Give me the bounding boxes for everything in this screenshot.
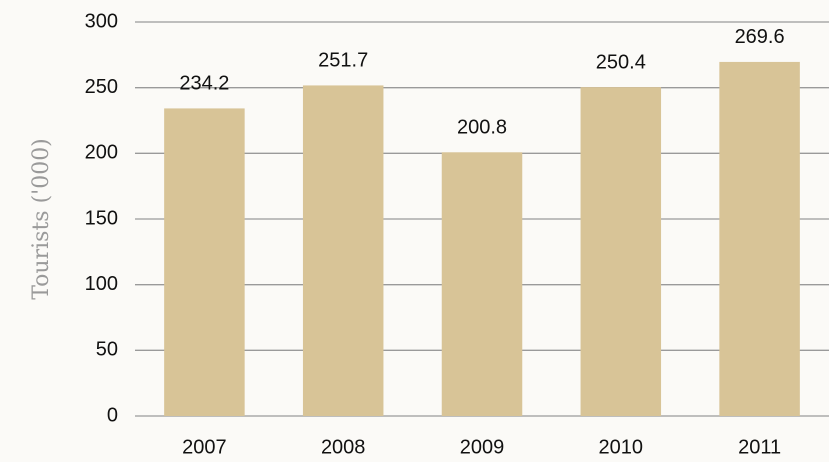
data-label: 251.7 [318,50,368,72]
y-tick-label: 300 [85,10,118,32]
bar [302,85,384,417]
data-label: 250.4 [596,51,646,73]
y-tick-label: 50 [96,339,118,361]
y-axis-label: Tourists ('000) [29,138,54,300]
y-tick-label: 150 [85,207,118,229]
data-label: 269.6 [735,26,785,48]
x-tick-label: 2008 [321,436,366,458]
data-label: 200.8 [457,117,507,139]
data-label: 234.2 [179,73,229,95]
y-tick-label: 250 [85,76,118,98]
x-tick-label: 2011 [738,436,781,458]
bar [580,87,662,417]
bar [164,108,245,417]
y-tick-label: 100 [85,273,118,295]
x-tick-label: 2007 [182,436,227,458]
x-tick-label: 2010 [599,436,644,458]
y-tick-label: 0 [107,404,118,426]
bar [441,152,523,417]
x-tick-label: 2009 [460,436,505,458]
bar [719,61,800,417]
y-tick-label: 200 [85,142,118,164]
